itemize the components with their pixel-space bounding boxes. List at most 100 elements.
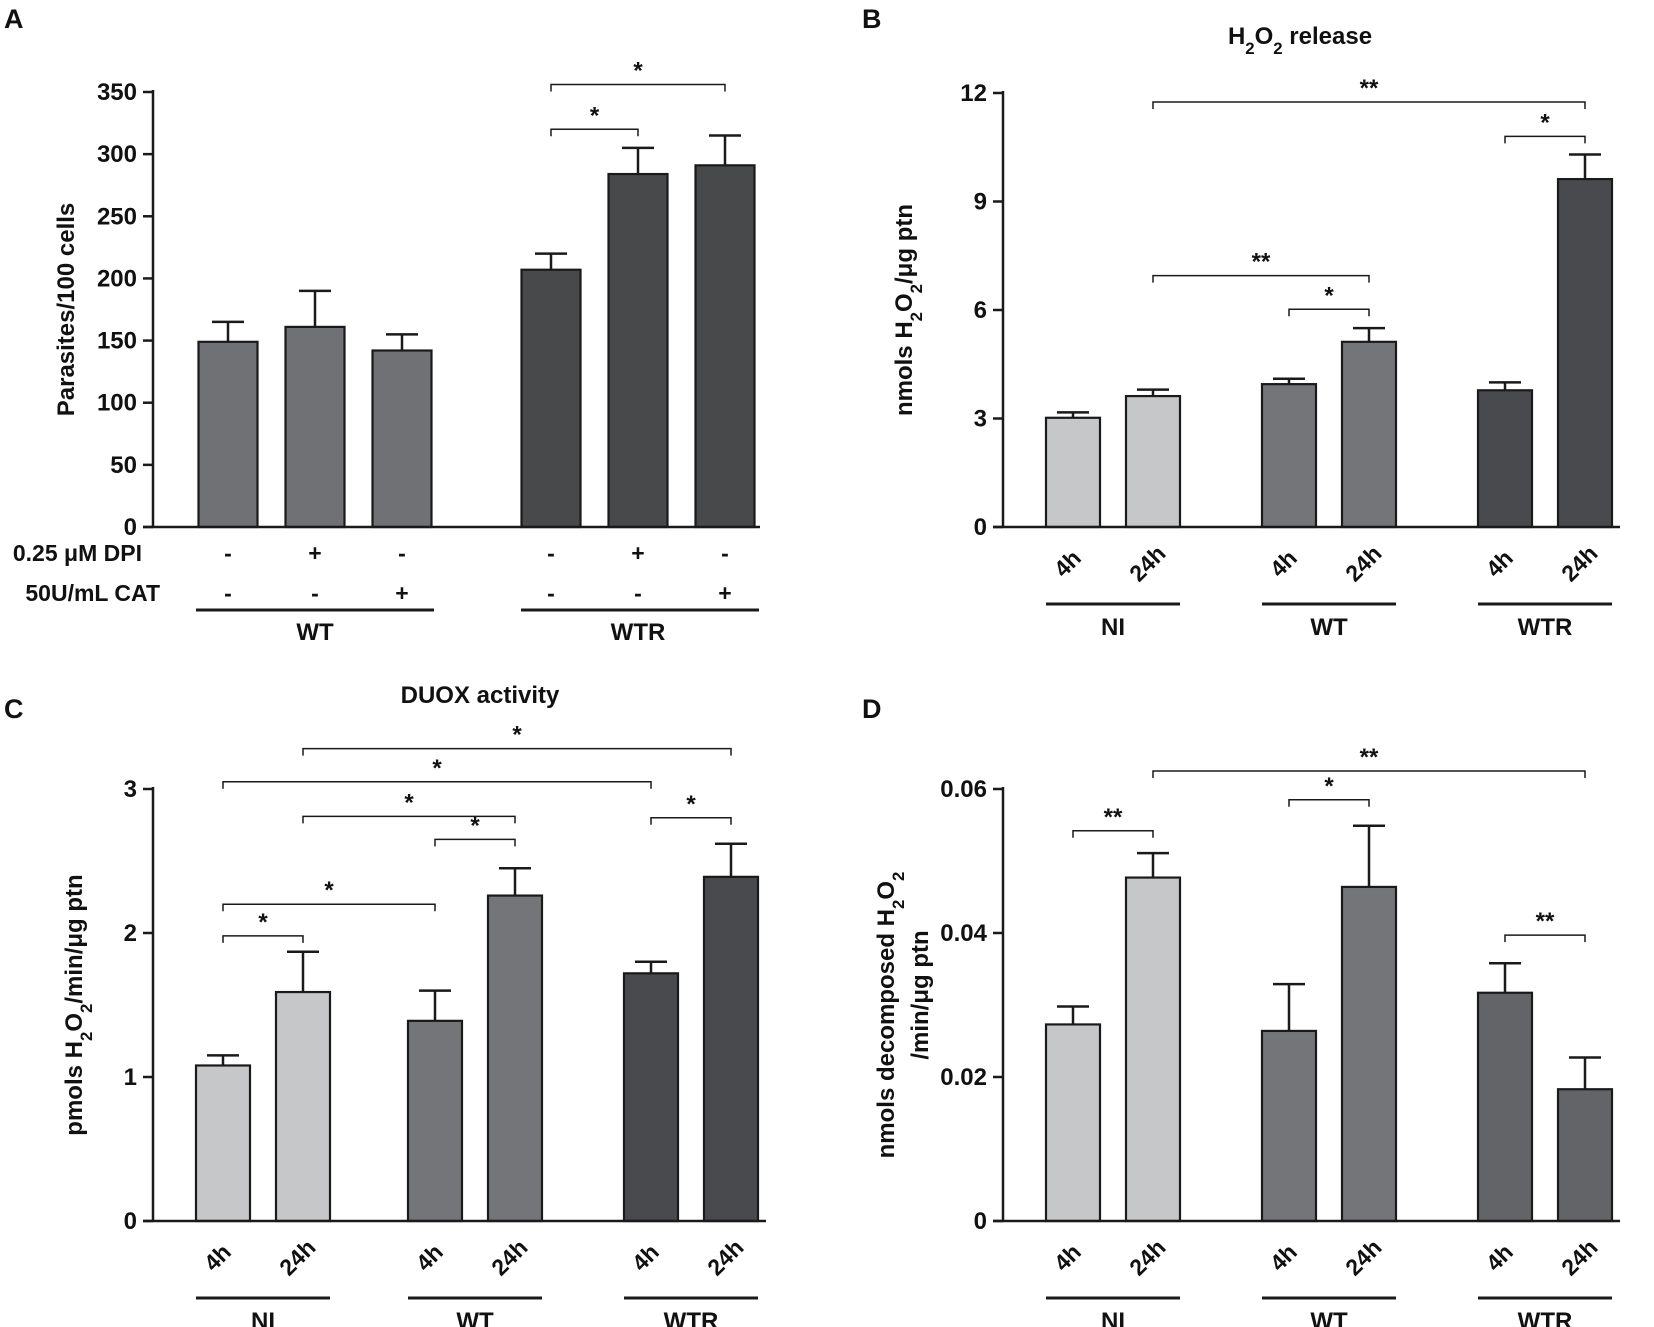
bar (194, 1064, 252, 1223)
panel-letter-d: D (862, 694, 882, 724)
row-label-cat: 50U/mL CAT (25, 580, 160, 606)
significance-bracket (222, 781, 652, 789)
significance-label: * (258, 909, 268, 936)
y-tick-label: 250 (97, 203, 137, 230)
significance-bracket (1288, 799, 1370, 807)
x-tick-label: 4h (411, 1239, 448, 1276)
significance-label: * (432, 755, 442, 782)
group-label: NI (1101, 1308, 1125, 1327)
significance-label: ** (1360, 744, 1379, 771)
panel-letter-b: B (862, 4, 882, 34)
significance-bracket (650, 817, 732, 825)
y-tick-label: 300 (97, 141, 137, 168)
group-label: WTR (1518, 614, 1573, 641)
significance-label: * (1324, 282, 1334, 309)
cat-sign: + (718, 580, 731, 606)
bar (1124, 394, 1182, 529)
significance-bracket (1504, 934, 1586, 943)
significance-bracket (222, 903, 436, 912)
y-tick-label: 0.04 (940, 920, 987, 947)
group-label: WT (1310, 1308, 1348, 1327)
group-label: WTR (664, 1308, 719, 1327)
y-tick-label: 200 (97, 265, 137, 292)
significance-bracket (222, 935, 304, 943)
bar (1260, 383, 1318, 529)
chart-title: DUOX activity (401, 682, 560, 709)
bar (1044, 416, 1102, 529)
significance-bracket (302, 747, 732, 756)
bar (1044, 1023, 1102, 1223)
x-tick-label: 4h (1481, 1239, 1518, 1276)
y-tick-label: 0.06 (940, 776, 987, 803)
significance-bracket (550, 83, 726, 92)
y-axis-label: pmols H2O2/min/μg ptn (61, 874, 96, 1135)
cat-sign: - (634, 580, 642, 606)
bar (197, 340, 259, 529)
bar (1260, 1029, 1318, 1223)
bar (1556, 1088, 1614, 1223)
significance-bracket (1152, 101, 1586, 110)
cat-sign: - (547, 580, 555, 606)
group-label-wt: WT (296, 619, 334, 646)
bar (1476, 389, 1534, 529)
significance-bracket (1152, 274, 1370, 283)
x-tick-label: 24h (1340, 1234, 1386, 1280)
bar (1340, 885, 1398, 1223)
significance-label: ** (1360, 75, 1379, 102)
bar (1124, 876, 1182, 1223)
y-tick-label: 0 (974, 514, 987, 541)
bar (406, 1019, 464, 1223)
y-tick-label: 12 (960, 80, 987, 107)
group-label: NI (1101, 614, 1125, 641)
y-tick-label: 0.02 (940, 1064, 987, 1091)
x-tick-label: 24h (1124, 540, 1170, 586)
y-tick-label: 1 (124, 1064, 137, 1091)
bar (607, 172, 669, 529)
bar (622, 972, 680, 1223)
significance-label: * (686, 791, 696, 818)
significance-bracket (1072, 830, 1154, 838)
chart-panel-c: DUOX activity 0 1 2 3 pmols H2O2/min/μg ptn * *… (61, 682, 766, 1327)
significance-bracket (1504, 135, 1586, 144)
row-label-dpi: 0.25 μM DPI (13, 540, 142, 566)
significance-label: * (590, 102, 600, 129)
chart-panel-d: 0 0.02 0.04 0.06 nmols decomposed H2O2/min/μ… (873, 744, 1620, 1327)
cat-sign: - (224, 580, 232, 606)
y-tick-label: 0 (124, 1208, 137, 1235)
dpi-sign: - (721, 540, 729, 566)
x-tick-label: 4h (1049, 545, 1086, 582)
significance-bracket (1288, 308, 1370, 317)
y-tick-label: 3 (124, 776, 137, 803)
y-axis-label-line1: nmols decomposed H2O2 (873, 872, 908, 1159)
significance-label: * (470, 812, 480, 839)
significance-label: * (404, 789, 414, 816)
bar (1476, 991, 1534, 1223)
group-label: WT (456, 1308, 494, 1327)
x-tick-label: 24h (702, 1234, 748, 1280)
y-tick-label: 100 (97, 390, 137, 417)
dpi-sign: - (398, 540, 406, 566)
dpi-sign: + (631, 540, 644, 566)
group-label: NI (251, 1308, 275, 1327)
y-tick-label: 0 (124, 514, 137, 541)
x-tick-label: 4h (199, 1239, 236, 1276)
chart-panel-a: 0 50 100 150 200 250 300 350 Parasites/100 cells… (13, 58, 760, 646)
x-tick-label: 4h (1481, 545, 1518, 582)
y-axis-label: Parasites/100 cells (53, 203, 80, 417)
significance-label: * (1540, 109, 1550, 136)
x-tick-label: 24h (1556, 1234, 1602, 1280)
y-axis-label: nmols H2O2/μg ptn (891, 204, 926, 416)
y-tick-label: 50 (110, 452, 137, 479)
significance-label: ** (1252, 249, 1271, 276)
x-tick-label: 24h (274, 1234, 320, 1280)
bar (702, 875, 760, 1223)
chart-title: H2O2 release (1228, 23, 1372, 58)
y-tick-label: 3 (974, 406, 987, 433)
x-tick-label: 4h (627, 1239, 664, 1276)
group-label: WTR (1518, 1308, 1573, 1327)
y-axis-label-line2: /min/μg ptn (907, 930, 934, 1059)
cat-sign: + (395, 580, 408, 606)
y-tick-label: 6 (974, 297, 987, 324)
significance-label: * (512, 722, 522, 749)
